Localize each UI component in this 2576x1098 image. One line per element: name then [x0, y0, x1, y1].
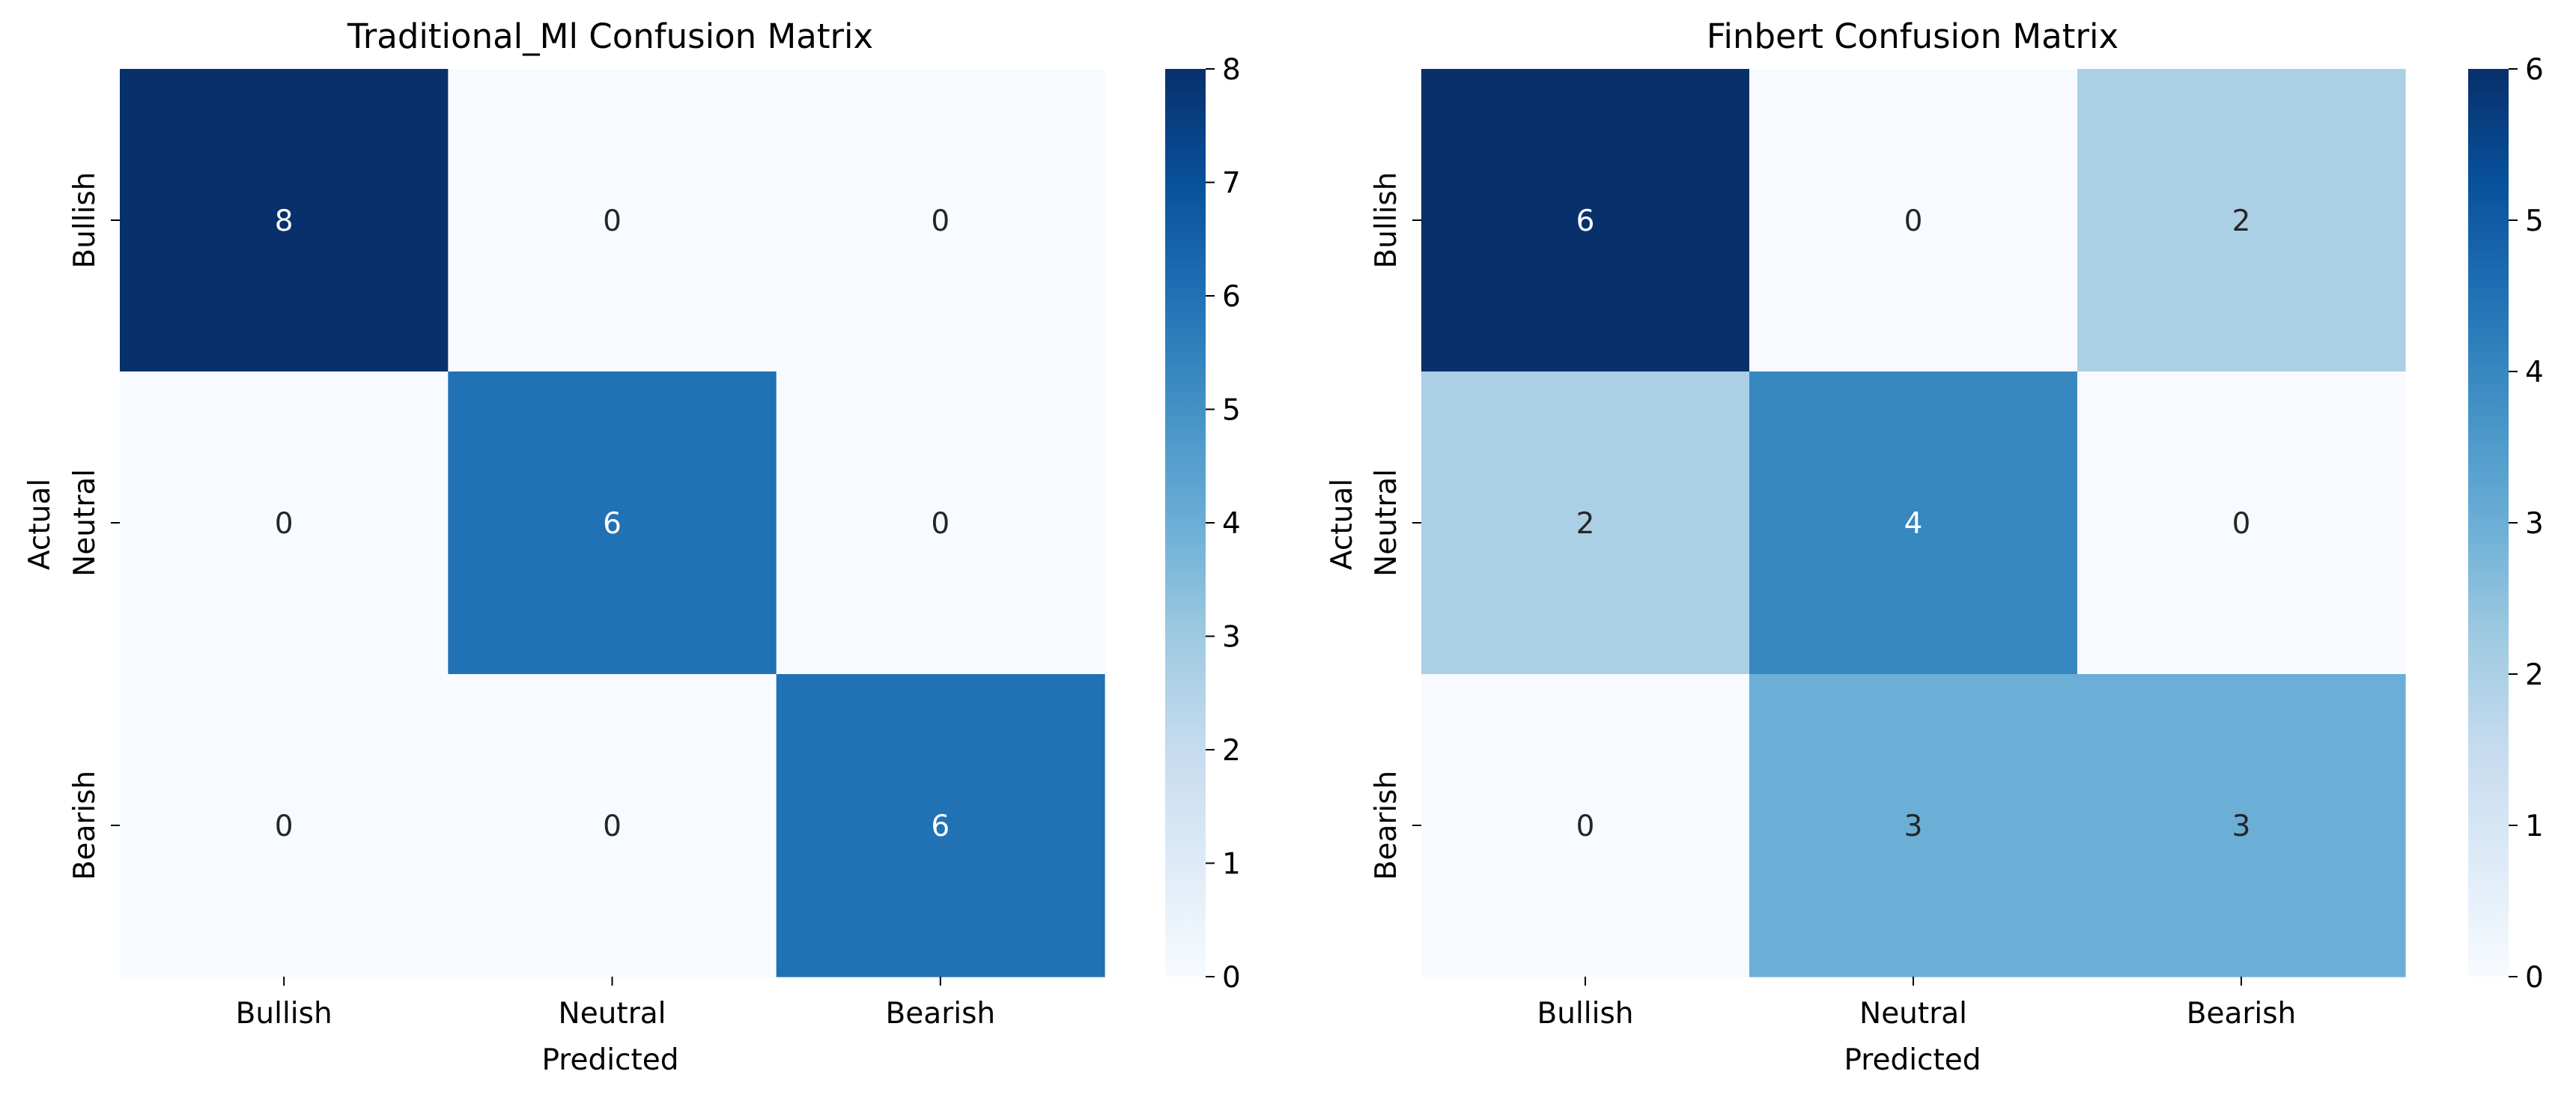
heatmap-cell	[448, 371, 777, 675]
cell-value-label: 2	[1576, 507, 1595, 541]
cell-value-label: 0	[603, 204, 622, 238]
cell-value-label: 0	[2232, 507, 2251, 541]
y-axis-label: Actual	[1325, 479, 1359, 570]
heatmap-panel-traditional-ml: Traditional_Ml Confusion Matrix 8 0 00 6 00 0…	[23, 16, 1241, 1077]
colorbar-tick-label: 4	[1222, 507, 1241, 541]
cell-value-label: 6	[931, 810, 950, 843]
heatmap-cell	[1421, 674, 1750, 977]
y-tick-label: Bullish	[1370, 172, 1403, 268]
colorbar-gradient	[2468, 69, 2509, 977]
cell-value-label: 3	[2232, 810, 2251, 843]
y-tick-label: Neutral	[1370, 469, 1403, 577]
colorbar-tick-label: 0	[1222, 961, 1241, 995]
heatmap-cell	[1421, 371, 1750, 675]
heatmap-cell	[776, 674, 1105, 977]
colorbar-tick-label: 2	[2525, 658, 2544, 692]
cell-value-label: 4	[1904, 507, 1923, 541]
colorbar-tick-label: 6	[1222, 280, 1241, 314]
colorbar-tick-label: 1	[2525, 810, 2544, 843]
chart-title: Traditional_Ml Confusion Matrix	[347, 16, 873, 56]
heatmap-cells: 6 0 2 2 4 0 0 3 3 Bullish Neutral Bearish Bullish Neu…	[1370, 69, 2406, 1031]
colorbar-tick-label: 6	[2525, 53, 2544, 87]
colorbar-tick-label: 1	[1222, 848, 1241, 882]
cell-value-label: 6	[1576, 204, 1595, 238]
colorbar-gradient	[1165, 69, 1206, 977]
y-tick-label: Bullish	[68, 172, 102, 268]
x-tick-label: Bearish	[886, 997, 996, 1031]
heatmap-cell	[1749, 69, 2078, 372]
cell-value-label: 0	[275, 507, 294, 541]
colorbar-tick-label: 2	[1222, 734, 1241, 768]
chart-title: Finbert Confusion Matrix	[1707, 16, 2118, 56]
y-axis-label: Actual	[23, 479, 57, 570]
heatmap-cell	[1749, 371, 2078, 675]
y-tick-label: Bearish	[1370, 771, 1403, 881]
colorbar-tick-label: 0	[2525, 961, 2544, 995]
heatmap-cell	[1421, 69, 1750, 372]
cell-value-label: 0	[931, 204, 950, 238]
y-tick-label: Neutral	[68, 469, 102, 577]
cell-value-label: 8	[275, 204, 294, 238]
heatmap-cell	[2077, 674, 2406, 977]
heatmap-cells: 8 0 0 0 6 0 0 0 6 Bullish Neutral Bearish Bullish Neu…	[68, 69, 1105, 1031]
colorbar-tick-label: 3	[2525, 507, 2544, 541]
colorbar-tick-label: 8	[1222, 53, 1241, 87]
colorbar-tick-label: 7	[1222, 167, 1241, 201]
y-tick-label: Bearish	[68, 771, 102, 881]
cell-value-label: 0	[931, 507, 950, 541]
heatmap-cell	[448, 674, 777, 977]
colorbar-tick-label: 5	[2525, 204, 2544, 238]
heatmap-cell	[120, 371, 449, 675]
cell-value-label: 0	[1576, 810, 1595, 843]
x-tick-label: Neutral	[559, 997, 666, 1031]
x-axis-label: Predicted	[1844, 1043, 1981, 1077]
colorbar-tick-label: 3	[1222, 621, 1241, 655]
heatmap-cell	[776, 371, 1105, 675]
colorbar: 0 1 2 3 4 5 6	[2468, 53, 2544, 995]
x-tick-label: Bullish	[236, 997, 332, 1031]
colorbar-tick-label: 4	[2525, 356, 2544, 389]
x-tick-label: Bullish	[1537, 997, 1633, 1031]
colorbar-tick-label: 5	[1222, 394, 1241, 428]
heatmap-cell	[120, 69, 449, 372]
cell-value-label: 6	[603, 507, 622, 541]
cell-value-label: 3	[1904, 810, 1923, 843]
heatmap-panel-finbert: Finbert Confusion Matrix 6 0 2 2 4 0 0 3 3 Bullis…	[1325, 16, 2544, 1077]
cell-value-label: 0	[275, 810, 294, 843]
x-tick-label: Bearish	[2187, 997, 2297, 1031]
heatmap-cell	[776, 69, 1105, 372]
x-tick-label: Neutral	[1859, 997, 1967, 1031]
colorbar: 0 1 2 3 4 5 6 7 8	[1165, 53, 1241, 995]
cell-value-label: 0	[603, 810, 622, 843]
heatmap-cell	[2077, 371, 2406, 675]
heatmap-cell	[120, 674, 449, 977]
heatmap-cell	[1749, 674, 2078, 977]
heatmap-cell	[2077, 69, 2406, 372]
cell-value-label: 2	[2232, 204, 2251, 238]
heatmap-cell	[448, 69, 777, 372]
x-axis-label: Predicted	[541, 1043, 678, 1077]
cell-value-label: 0	[1904, 204, 1923, 238]
